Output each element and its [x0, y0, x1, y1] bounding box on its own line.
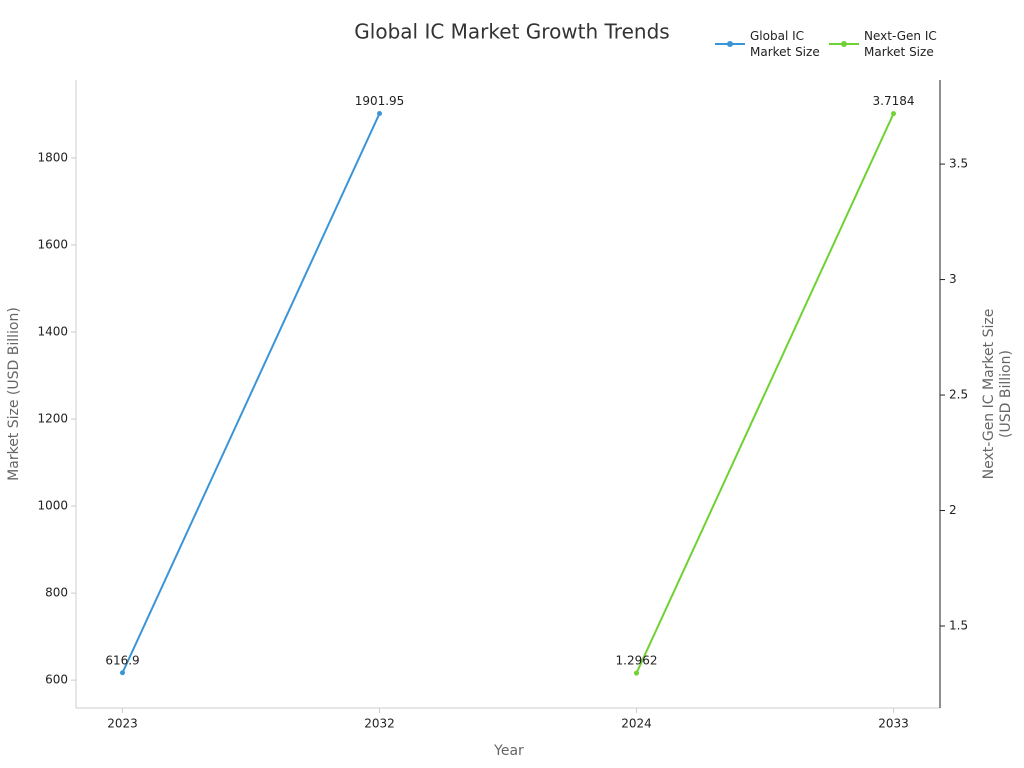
- y2-tick-label: 2.5: [949, 388, 968, 402]
- x-tick-label: 2033: [878, 717, 909, 731]
- x-tick-label: 2024: [621, 717, 652, 731]
- series-line: [121, 113, 381, 674]
- data-label: 3.7184: [873, 94, 915, 108]
- y-tick-label: 1000: [37, 499, 68, 513]
- legend-label: Next-Gen IC Market Size: [864, 29, 937, 59]
- series-line: [635, 113, 895, 674]
- data-label: 1.2962: [616, 654, 658, 668]
- y-axis-title: Market Size (USD Billion): [6, 307, 22, 481]
- data-label: 616.9: [105, 653, 139, 667]
- y-tick-label: 1600: [37, 237, 68, 251]
- data-point: [634, 670, 639, 676]
- y-tick-label: 800: [45, 586, 68, 600]
- x-tick-label: 2023: [107, 717, 138, 731]
- x-axis-title: Year: [493, 743, 524, 759]
- legend-marker: [841, 41, 847, 47]
- y2-tick-label: 1.5: [949, 619, 968, 633]
- y2-tick-label: 3: [949, 272, 957, 286]
- data-point: [891, 111, 896, 117]
- data-label: 1901.95: [355, 94, 405, 108]
- y2-tick-label: 2: [949, 503, 957, 517]
- y-tick-label: 1800: [37, 150, 68, 164]
- legend-swatch: [829, 41, 859, 47]
- x-tick-label: 2032: [364, 717, 395, 731]
- y-tick-label: 1200: [37, 412, 68, 426]
- y2-tick-label: 3.5: [949, 157, 968, 171]
- data-point: [377, 111, 382, 117]
- y-tick-label: 600: [45, 673, 68, 687]
- y2-axis-title: Next-Gen IC Market Size (USD Billion): [981, 308, 1014, 480]
- legend-marker: [727, 41, 733, 47]
- legend-label: Global IC Market Size: [750, 29, 820, 59]
- chart-title: Global IC Market Growth Trends: [354, 20, 669, 44]
- legend-swatch: [715, 41, 745, 47]
- y-tick-label: 1400: [37, 324, 68, 338]
- data-point: [120, 670, 125, 676]
